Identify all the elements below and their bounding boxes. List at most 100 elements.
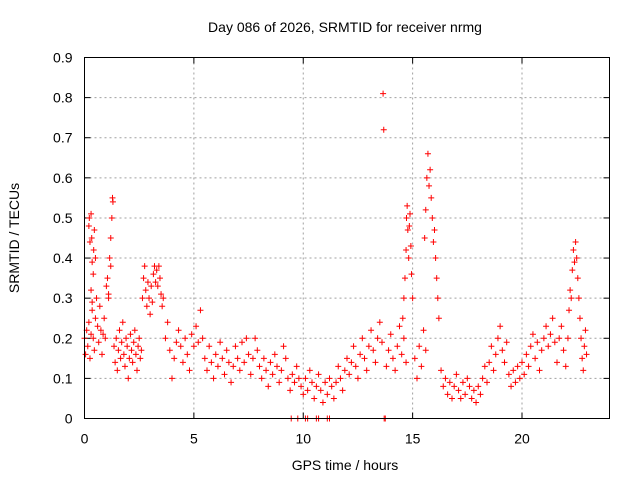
data-point [90, 247, 97, 254]
data-point [144, 279, 151, 286]
data-point [232, 343, 239, 350]
data-point [578, 335, 585, 342]
data-point [434, 295, 441, 302]
data-point [119, 319, 126, 326]
data-point [108, 214, 115, 221]
data-point [516, 375, 523, 382]
data-point [309, 379, 315, 386]
data-point [523, 351, 530, 358]
data-point [536, 367, 543, 374]
data-point [179, 359, 186, 366]
data-point [182, 335, 189, 342]
data-point [457, 395, 464, 402]
data-point [401, 275, 408, 282]
data-point [370, 347, 377, 354]
data-point [100, 331, 107, 338]
data-point [549, 315, 556, 322]
data-point [414, 375, 420, 382]
data-point [121, 363, 128, 370]
data-point [453, 371, 460, 378]
data-point [527, 343, 534, 350]
data-point [97, 327, 104, 334]
data-point [464, 375, 471, 382]
data-point [260, 355, 267, 362]
data-point [444, 391, 451, 398]
data-point [383, 363, 390, 370]
data-point [140, 275, 147, 282]
data-point [394, 343, 401, 350]
data-point [407, 210, 413, 217]
data-point [380, 90, 387, 97]
data-point [118, 339, 125, 346]
data-point [142, 287, 149, 294]
data-point [337, 375, 344, 382]
data-point [85, 319, 92, 326]
data-point [169, 375, 175, 382]
data-point [155, 263, 162, 270]
data-point [341, 367, 348, 374]
data-point [89, 299, 96, 306]
data-point [519, 359, 525, 366]
data-point [197, 307, 204, 314]
data-point [424, 150, 431, 157]
data-point [166, 347, 173, 354]
data-point [104, 275, 111, 282]
data-point [107, 235, 114, 241]
data-point [159, 303, 166, 310]
data-point [422, 206, 429, 213]
data-point [158, 291, 165, 298]
data-point [468, 395, 475, 402]
data-point [131, 327, 138, 334]
data-point [252, 335, 259, 342]
data-point [449, 395, 455, 402]
data-point [138, 347, 145, 354]
data-point [420, 327, 427, 334]
data-point [352, 363, 359, 370]
data-point [571, 259, 578, 266]
data-point [219, 355, 226, 362]
data-point [423, 174, 430, 181]
data-point [302, 375, 309, 382]
data-point [111, 343, 118, 350]
data-point [403, 359, 410, 366]
data-point [315, 371, 322, 378]
data-point [403, 247, 410, 254]
data-point [319, 399, 326, 406]
data-point [426, 182, 433, 189]
data-point [354, 375, 361, 382]
data-point [107, 263, 114, 270]
data-point [324, 391, 331, 398]
data-point [95, 339, 102, 346]
data-point [481, 363, 488, 370]
data-point [184, 351, 191, 358]
data-point [304, 387, 311, 394]
data-point [446, 379, 453, 386]
data-point [376, 319, 383, 326]
data-point [162, 335, 169, 342]
data-point [126, 355, 133, 362]
data-point [538, 347, 545, 354]
data-point [199, 335, 206, 342]
data-point [525, 363, 532, 370]
data-point [404, 202, 411, 209]
data-point [153, 267, 160, 274]
data-point [547, 331, 554, 338]
data-point [102, 335, 109, 342]
data-point [501, 359, 508, 366]
data-point [91, 226, 98, 233]
data-point [361, 355, 368, 362]
data-point [473, 399, 480, 406]
data-point [99, 351, 105, 358]
data-point [208, 359, 215, 366]
data-point [135, 343, 142, 350]
data-point [96, 303, 103, 310]
data-point [221, 371, 228, 378]
data-point [562, 363, 569, 370]
data-point [581, 343, 588, 350]
data-point [406, 222, 413, 229]
data-point [109, 198, 116, 205]
data-point [247, 371, 254, 378]
data-point [357, 351, 364, 358]
data-point [236, 367, 243, 374]
data-point [389, 355, 396, 362]
